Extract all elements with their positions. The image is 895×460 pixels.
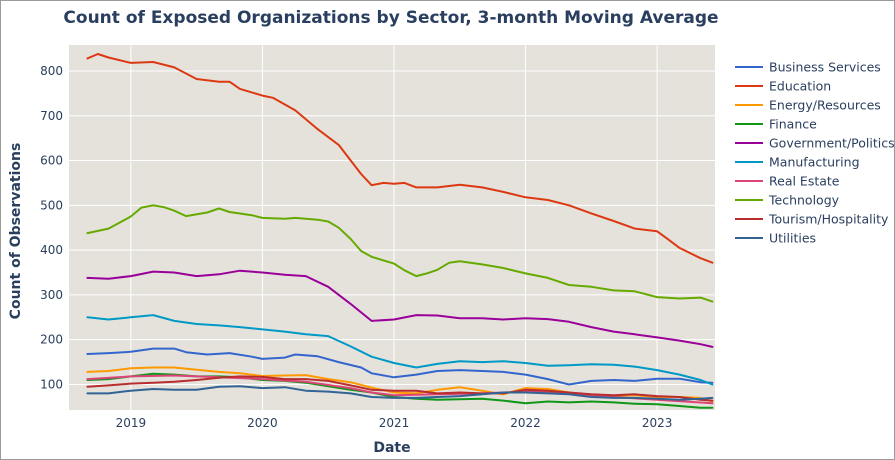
legend-label-real-estate: Real Estate xyxy=(769,174,840,189)
series-line-technology xyxy=(86,204,714,303)
plot-area xyxy=(69,45,715,410)
x-tick-label: 2019 xyxy=(116,416,147,430)
y-tick-label: 200 xyxy=(40,333,63,347)
series-line-utilities xyxy=(86,385,714,401)
legend-label-technology: Technology xyxy=(768,193,840,208)
chart-title: Count of Exposed Organizations by Sector… xyxy=(63,8,718,28)
y-tick-label: 100 xyxy=(40,377,63,391)
x-tick-label: 2022 xyxy=(510,416,541,430)
y-tick-label: 400 xyxy=(40,243,63,257)
grid-lines xyxy=(69,45,715,410)
legend-label-manufacturing: Manufacturing xyxy=(769,155,860,170)
legend-label-energy-resources: Energy/Resources xyxy=(769,98,881,113)
legend-label-education: Education xyxy=(769,79,831,94)
series-line-business-services xyxy=(86,347,714,386)
y-axis-title: Count of Observations xyxy=(8,143,24,320)
x-tick-label: 2020 xyxy=(247,416,278,430)
x-tick-label: 2023 xyxy=(642,416,673,430)
series-line-tourism-hospitality xyxy=(86,375,714,402)
x-axis-title: Date xyxy=(373,440,410,456)
legend: Business Services Education Energy/Resourc… xyxy=(735,60,894,246)
y-tick-label: 800 xyxy=(40,64,63,78)
y-tick-label: 300 xyxy=(40,288,63,302)
series-line-manufacturing xyxy=(86,314,714,386)
legend-label-business-services: Business Services xyxy=(769,60,881,75)
x-axis-ticks: 2019 2020 2021 2022 2023 xyxy=(116,416,673,430)
legend-label-utilities: Utilities xyxy=(769,231,816,246)
legend-label-government-politics: Government/Politics xyxy=(769,136,894,151)
x-tick-label: 2021 xyxy=(379,416,410,430)
y-tick-label: 600 xyxy=(40,154,63,168)
series-layer xyxy=(86,53,714,409)
series-line-education xyxy=(86,53,714,264)
y-tick-label: 700 xyxy=(40,109,63,123)
legend-label-tourism-hospitality: Tourism/Hospitality xyxy=(768,212,889,227)
series-line-government-politics xyxy=(86,269,714,348)
y-tick-label: 500 xyxy=(40,198,63,212)
legend-label-finance: Finance xyxy=(769,117,817,132)
y-axis-ticks: 100 200 300 400 500 600 700 800 xyxy=(40,64,63,391)
